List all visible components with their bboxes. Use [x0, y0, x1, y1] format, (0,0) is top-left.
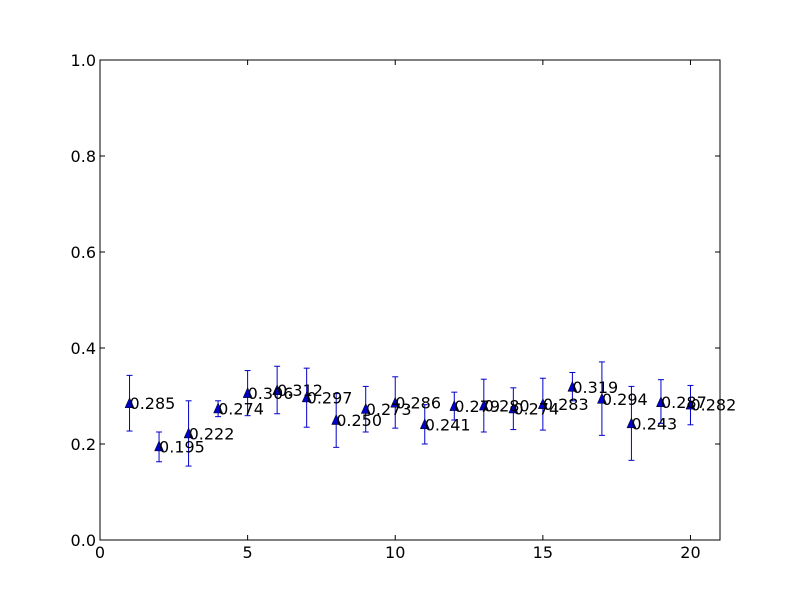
- data-label: 0.222: [189, 424, 235, 443]
- x-tick-label: 0: [95, 543, 105, 562]
- data-label: 0.297: [307, 388, 353, 407]
- x-tick-label: 5: [243, 543, 253, 562]
- data-point-triangle: [656, 396, 666, 407]
- data-point-triangle: [301, 391, 312, 403]
- data-point-triangle: [331, 413, 342, 425]
- y-tick-label: 0.0: [71, 531, 96, 550]
- data-label: 0.241: [425, 415, 471, 434]
- data-label: 0.286: [395, 394, 441, 413]
- y-tick-label: 0.4: [71, 339, 96, 358]
- data-label: 0.273: [366, 400, 412, 419]
- x-tick-label: 20: [680, 543, 700, 562]
- data-point-triangle: [626, 417, 637, 429]
- data-point-triangle: [419, 418, 430, 430]
- x-tick-label: 15: [533, 543, 553, 562]
- data-labels: 0.2850.1950.2220.2740.3060.3120.2970.250…: [130, 378, 737, 457]
- data-label: 0.285: [130, 394, 176, 413]
- axis-tick-labels: 0 5 10 15 20 0.0 0.2 0.4 0.6 0.8 1.0: [71, 51, 701, 562]
- data-point-triangle: [390, 396, 401, 408]
- data-label: 0.283: [543, 395, 589, 414]
- data-label: 0.250: [336, 411, 382, 430]
- y-tick-label: 0.8: [71, 147, 96, 166]
- data-point-triangle: [360, 402, 371, 414]
- data-point-triangle: [685, 398, 696, 410]
- data-label: 0.294: [602, 390, 648, 409]
- data-label: 0.279: [454, 397, 500, 416]
- data-point-triangle: [213, 402, 223, 414]
- data-label: 0.274: [218, 399, 264, 418]
- data-point-triangle: [508, 402, 519, 414]
- data-label: 0.195: [159, 437, 205, 456]
- data-marks: [124, 361, 696, 467]
- data-point-triangle: [183, 427, 194, 439]
- data-point-triangle: [124, 397, 135, 408]
- data-point-triangle: [567, 380, 578, 392]
- data-point-triangle: [478, 399, 489, 411]
- data-point-triangle: [242, 387, 253, 398]
- data-label: 0.319: [572, 378, 618, 397]
- data-label: 0.306: [248, 384, 294, 403]
- data-label: 0.287: [661, 393, 707, 412]
- x-tick-label: 10: [385, 543, 405, 562]
- data-point-triangle: [272, 384, 283, 395]
- plot-frame: [99, 59, 721, 541]
- data-point-triangle: [154, 440, 164, 452]
- y-tick-label: 0.6: [71, 243, 96, 262]
- data-point-triangle: [449, 399, 460, 411]
- data-point-triangle: [537, 398, 548, 409]
- data-label: 0.280: [484, 397, 530, 416]
- data-point-triangle: [597, 392, 607, 404]
- data-label: 0.274: [513, 399, 559, 418]
- data-label: 0.282: [690, 396, 736, 415]
- y-tick-label: 1.0: [71, 51, 96, 70]
- data-label: 0.312: [277, 381, 323, 400]
- data-label: 0.243: [631, 414, 677, 433]
- y-tick-label: 0.2: [71, 435, 96, 454]
